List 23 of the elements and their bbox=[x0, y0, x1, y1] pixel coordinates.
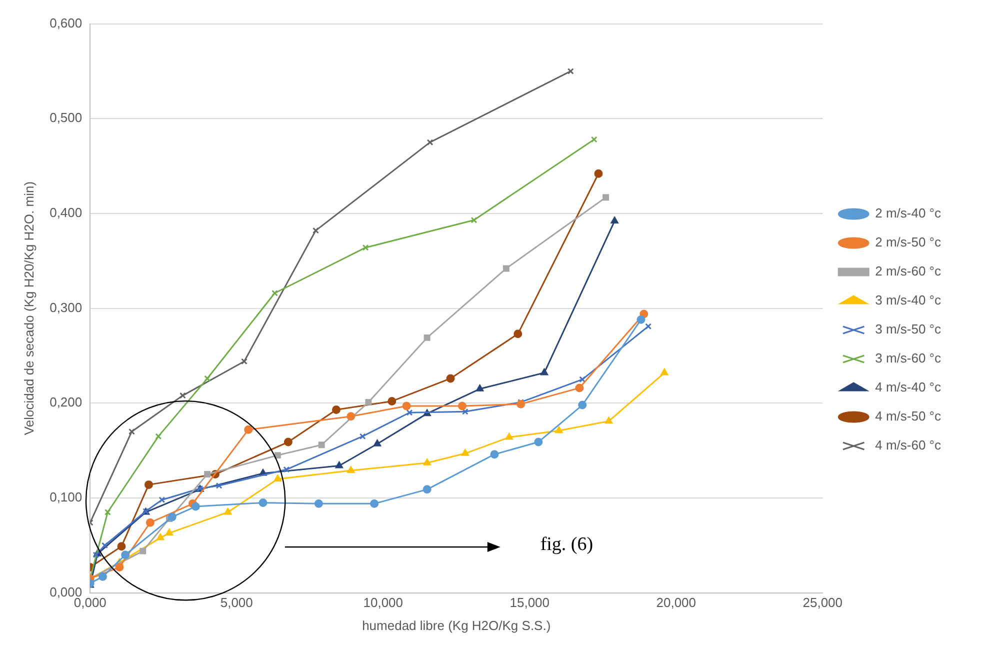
y-tick-label: 0,200 bbox=[50, 394, 82, 410]
legend-label: 4 m/s-50 °c bbox=[875, 408, 942, 424]
legend-label: 3 m/s-50 °c bbox=[875, 322, 942, 337]
x-tick-label: 5,000 bbox=[220, 595, 253, 610]
x-tick-label: 15,000 bbox=[510, 595, 550, 610]
annotation: fig. (6) bbox=[540, 534, 594, 556]
legend-label: 2 m/s-60 °c bbox=[875, 264, 942, 279]
x-tick-label: 25,000 bbox=[802, 595, 842, 610]
x-tick-label: 10,000 bbox=[363, 595, 404, 610]
y-tick-label: 0,600 bbox=[50, 15, 82, 30]
x-axis-title: humedad libre (Kg H2O/Kg S.S.) bbox=[362, 618, 551, 633]
legend-label: 4 m/s-60 °c bbox=[875, 438, 942, 453]
y-tick-label: 0,300 bbox=[50, 300, 82, 315]
legend-label: 4 m/s-40 °c bbox=[875, 380, 942, 395]
y-tick-label: 0,400 bbox=[50, 205, 82, 220]
y-tick-label: 0,100 bbox=[50, 490, 82, 505]
y-tick-label: 0,500 bbox=[50, 110, 82, 126]
legend-label: 2 m/s-40 °c bbox=[875, 206, 942, 221]
legend-label: 2 m/s-50 °c bbox=[875, 234, 942, 250]
x-tick-label: 20,000 bbox=[656, 595, 696, 610]
legend-label: 3 m/s-60 °c bbox=[875, 350, 942, 366]
y-axis-title: Velocidad de secado (Kg H20/Kg H2O. min) bbox=[21, 181, 36, 436]
legend-label: 3 m/s-40 °c bbox=[875, 292, 942, 308]
